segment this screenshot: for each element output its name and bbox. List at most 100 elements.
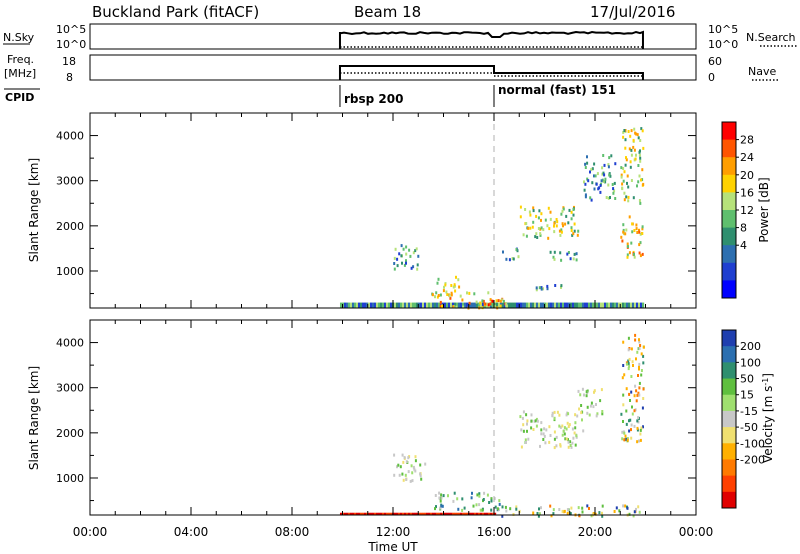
data-cell — [470, 496, 473, 500]
data-cell — [591, 181, 594, 185]
data-cell — [489, 298, 492, 302]
data-cell — [532, 511, 535, 515]
data-cell — [626, 242, 629, 246]
data-cell — [567, 302, 571, 308]
data-cell — [589, 170, 591, 174]
data-cell — [628, 147, 631, 151]
cpid-segment-label: rbsp 200 — [344, 92, 403, 106]
data-cell — [396, 264, 399, 268]
data-cell — [409, 254, 412, 258]
data-cell — [398, 252, 401, 256]
data-cell — [534, 419, 537, 423]
data-cell — [576, 414, 579, 418]
data-cell — [425, 302, 429, 308]
data-cell — [567, 440, 570, 444]
data-cell — [497, 302, 501, 308]
nave-trace — [339, 72, 643, 77]
frequency-trace — [338, 65, 644, 80]
data-cell — [545, 302, 549, 308]
data-cell — [562, 224, 564, 228]
data-cell — [404, 473, 407, 477]
data-cell — [449, 302, 453, 308]
data-cell — [593, 389, 596, 393]
data-cell — [439, 304, 442, 308]
data-cell — [531, 302, 535, 308]
power-colorbar-tick-label: 12 — [740, 204, 754, 217]
data-cell — [627, 348, 630, 352]
data-cell — [569, 302, 573, 308]
data-cell — [491, 512, 495, 515]
data-cell — [642, 354, 645, 358]
x-axis-title: Time UT — [367, 540, 418, 554]
data-cell — [559, 233, 562, 237]
data-cell — [560, 212, 563, 216]
data-cell — [625, 195, 628, 199]
data-cell — [639, 201, 642, 205]
data-cell — [393, 262, 396, 265]
data-cell — [630, 428, 632, 432]
velocity-colorbar-swatch — [722, 330, 736, 347]
data-cell — [441, 304, 443, 308]
velocity-colorbar-label-exponent: -1 — [761, 378, 770, 386]
data-cell — [623, 302, 627, 308]
x-tick-label: 00:00 — [679, 525, 714, 539]
x-tick-label: 20:00 — [578, 525, 613, 539]
data-cell — [570, 210, 573, 214]
data-cell — [417, 302, 421, 308]
velocity-colorbar-swatch — [722, 459, 736, 477]
data-cell — [495, 302, 499, 308]
data-cell — [595, 302, 599, 308]
data-cell — [564, 437, 567, 441]
power-colorbar-swatch — [722, 157, 736, 176]
data-cell — [556, 410, 559, 414]
x-tick-label: 04:00 — [174, 525, 209, 539]
freq-label-top: Freq. — [7, 53, 34, 66]
data-cell — [455, 512, 459, 515]
data-cell — [629, 302, 633, 308]
data-cell — [541, 302, 545, 308]
data-cell — [621, 182, 624, 186]
data-cell — [603, 302, 607, 308]
power-colorbar-tick-label: 28 — [740, 134, 754, 147]
data-cell — [435, 291, 438, 295]
data-cell — [600, 388, 603, 392]
data-cell — [569, 257, 572, 261]
data-cell — [587, 179, 590, 183]
data-cell — [542, 432, 545, 436]
power-y-ticks: 1000 2000 3000 4000 — [56, 130, 696, 295]
data-cell — [574, 426, 577, 430]
data-cell — [642, 182, 645, 186]
data-cell — [437, 302, 441, 308]
data-cell — [576, 233, 579, 237]
data-cell — [536, 512, 539, 515]
data-cell — [553, 416, 556, 420]
data-cell — [575, 434, 578, 438]
x-tick-label: 08:00 — [275, 525, 310, 539]
power-colorbar-swatch — [722, 280, 736, 299]
data-cell — [566, 421, 569, 425]
cpid-label: CPID — [5, 91, 34, 104]
data-cell — [435, 302, 439, 308]
data-cell — [353, 302, 357, 308]
power-colorbar-label: Power [dB] — [757, 177, 771, 242]
data-cell — [559, 425, 562, 429]
data-cell — [639, 241, 642, 245]
data-cell — [629, 134, 632, 138]
data-cell — [553, 221, 556, 225]
data-cell — [558, 229, 561, 233]
data-cell — [638, 153, 641, 157]
data-cell — [641, 232, 644, 235]
data-cell — [453, 283, 456, 287]
data-cell — [560, 228, 563, 232]
data-cell — [530, 426, 533, 430]
data-cell — [633, 409, 636, 413]
data-cell — [498, 499, 501, 503]
data-cell — [436, 295, 439, 299]
data-cell — [473, 512, 477, 515]
data-cell — [511, 257, 514, 260]
data-cell — [633, 148, 636, 152]
data-cell — [601, 178, 604, 182]
power-colorbar-tick-label: 20 — [740, 169, 754, 182]
data-cell — [434, 507, 436, 511]
data-cell — [415, 247, 418, 251]
